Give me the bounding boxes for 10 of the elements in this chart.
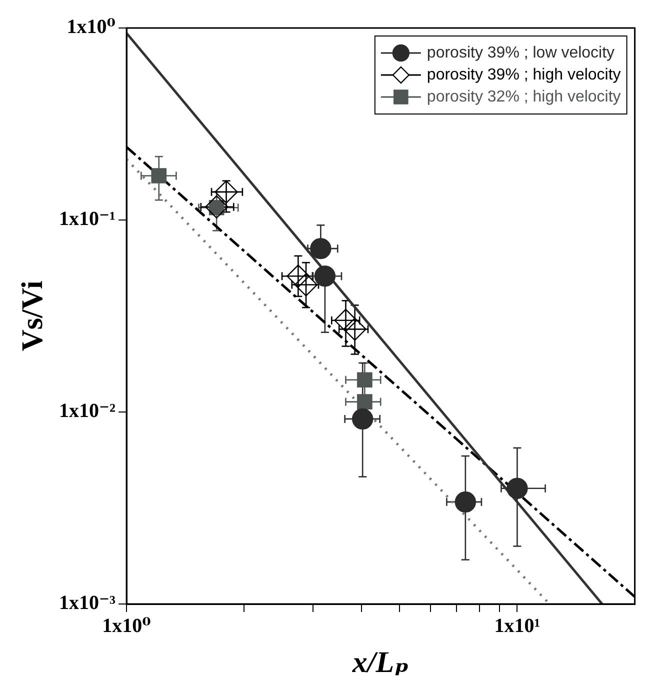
y-tick-label: 1x10⁰ [66, 16, 116, 38]
x-tick-label: 1x10¹ [494, 615, 540, 638]
y-tick-label: 1x10⁻³ [58, 592, 116, 614]
y-axis-title: Vs/Vi [16, 280, 49, 352]
y-tick-label: 1x10⁻¹ [58, 208, 116, 230]
x-axis-title: x/Lₚ [351, 646, 409, 679]
legend-label: porosity 39% ; high velocity [426, 66, 621, 84]
legend-label: porosity 39% ; low velocity [426, 44, 615, 62]
y-tick-label: 1x10⁻² [58, 400, 116, 422]
legend-label: porosity 32% ; high velocity [426, 88, 621, 106]
